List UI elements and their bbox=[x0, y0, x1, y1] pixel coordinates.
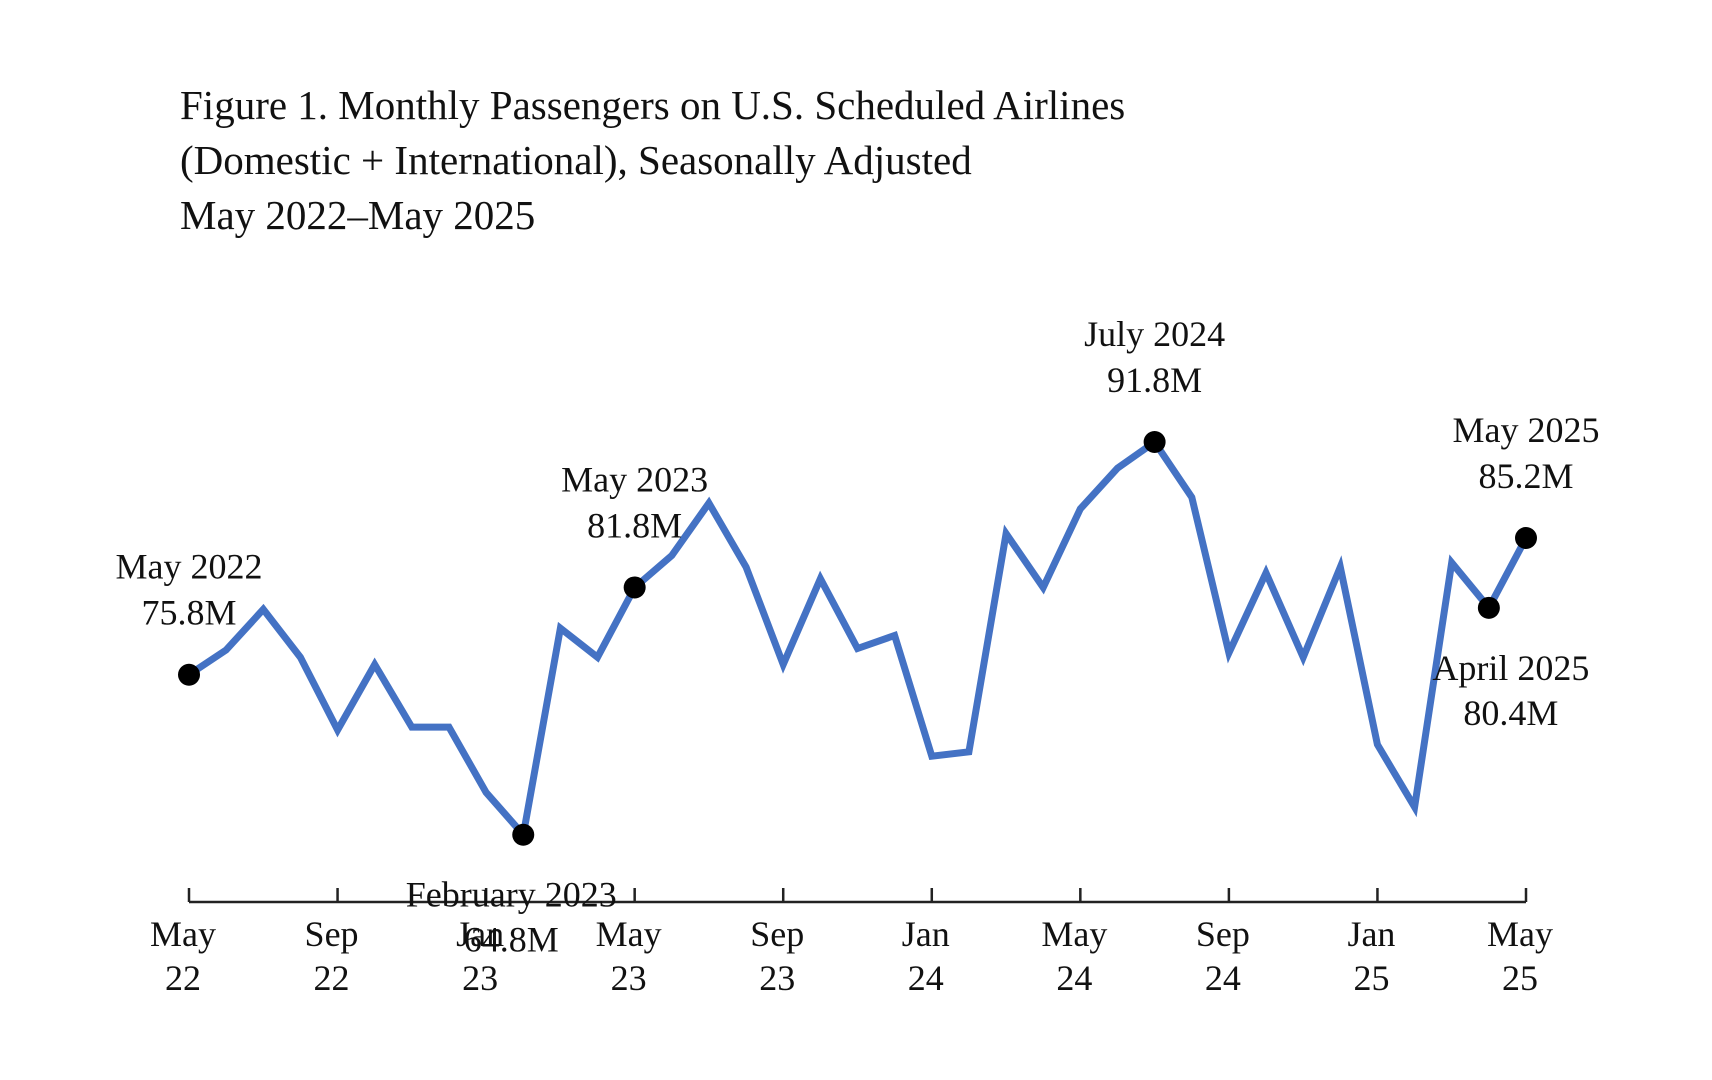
x-tick-label-month-1: Sep bbox=[305, 914, 359, 954]
x-tick-label-month-3: May bbox=[596, 914, 662, 954]
chart-title-line-1: Figure 1. Monthly Passengers on U.S. Sch… bbox=[180, 82, 1126, 128]
annotation-value-4: 80.4M bbox=[1463, 693, 1558, 733]
x-tick-label-month-6: May bbox=[1041, 914, 1107, 954]
annotation-label-0: May 2022 bbox=[116, 547, 263, 587]
annotation-value-5: 85.2M bbox=[1478, 456, 1573, 496]
annotation-value-3: 91.8M bbox=[1107, 360, 1202, 400]
data-marker-5 bbox=[1515, 527, 1537, 549]
x-tick-label-year-0: 22 bbox=[165, 958, 201, 998]
x-tick-label-year-3: 23 bbox=[611, 958, 647, 998]
annotation-value-2: 81.8M bbox=[587, 505, 682, 545]
data-marker-1 bbox=[512, 823, 535, 846]
annotation-label-4: April 2025 bbox=[1432, 648, 1589, 688]
annotation-label-2: May 2023 bbox=[561, 459, 708, 499]
annotation-layer: May 2022 75.8M February 2023 64.8M May 2023 8… bbox=[116, 314, 1600, 960]
series-line-layer bbox=[187, 437, 1530, 843]
x-tick-label-year-7: 24 bbox=[1205, 958, 1241, 998]
data-marker-2 bbox=[623, 576, 646, 599]
chart-title-line-2: (Domestic + International), Seasonally A… bbox=[180, 137, 972, 183]
annotation-label-5: May 2025 bbox=[1453, 410, 1600, 450]
x-tick-label-month-5: Jan bbox=[902, 914, 950, 954]
annotation-value-1: 64.8M bbox=[464, 920, 559, 960]
series-line bbox=[187, 437, 1530, 843]
annotation-label-1: February 2023 bbox=[406, 875, 617, 915]
x-tick-label-month-4: Sep bbox=[750, 914, 804, 954]
chart-title-line-3: May 2022–May 2025 bbox=[180, 192, 536, 238]
annotation-label-3: July 2024 bbox=[1084, 314, 1225, 354]
x-axis: May22Sep22Jan23May23Sep23Jan24May24Sep24… bbox=[150, 888, 1553, 998]
x-tick-label-month-7: Sep bbox=[1196, 914, 1250, 954]
x-tick-label-year-1: 22 bbox=[314, 958, 350, 998]
marker-layer bbox=[178, 431, 1537, 846]
x-tick-label-year-5: 24 bbox=[908, 958, 944, 998]
x-tick-label-month-2: Jan bbox=[456, 914, 504, 954]
x-tick-label-year-6: 24 bbox=[1056, 958, 1092, 998]
x-tick-label-month-8: Jan bbox=[1347, 914, 1395, 954]
x-tick-label-year-4: 23 bbox=[759, 958, 795, 998]
x-tick-label-year-9: 25 bbox=[1502, 958, 1538, 998]
annotation-value-0: 75.8M bbox=[141, 593, 236, 633]
x-tick-label-year-2: 23 bbox=[462, 958, 498, 998]
data-marker-3 bbox=[1143, 431, 1166, 453]
data-marker-4 bbox=[1477, 596, 1500, 619]
data-marker-0 bbox=[178, 663, 200, 686]
x-tick-label-year-8: 25 bbox=[1353, 958, 1389, 998]
chart-title: Figure 1. Monthly Passengers on U.S. Sch… bbox=[180, 78, 1125, 243]
x-tick-label-month-9: May bbox=[1487, 914, 1553, 954]
x-tick-label-month-0: May bbox=[150, 914, 216, 954]
